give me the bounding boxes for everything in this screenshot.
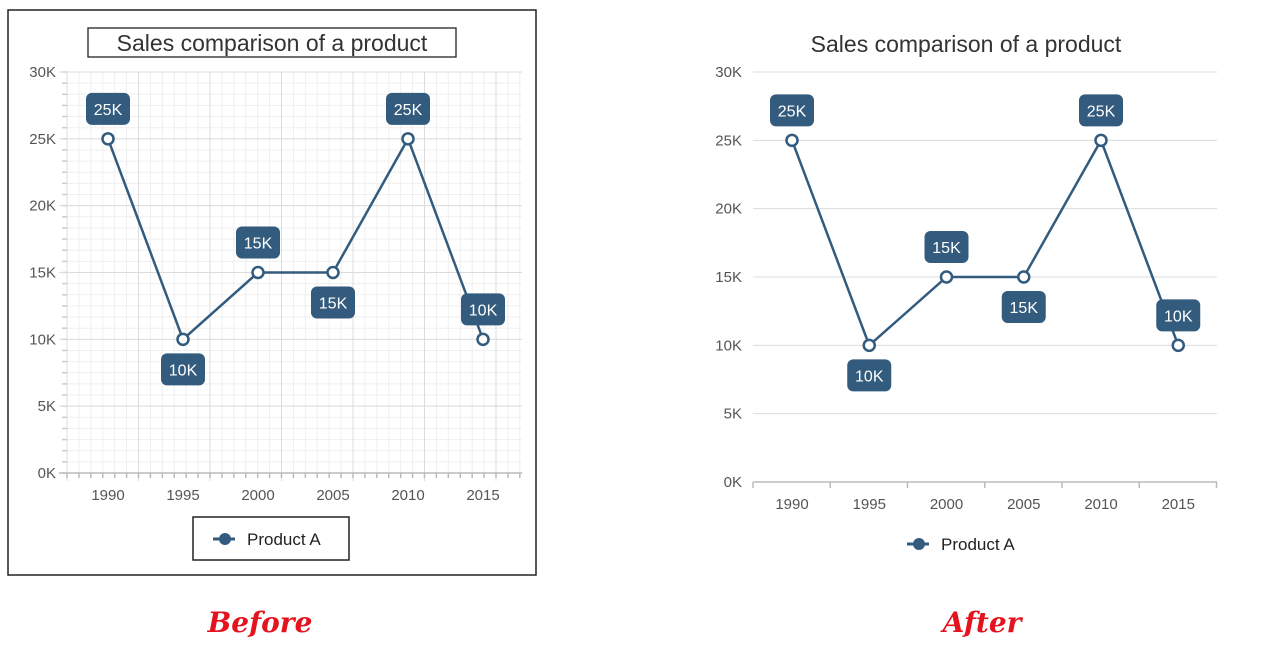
legend-marker-icon <box>913 538 925 550</box>
data-label: 15K <box>1010 300 1039 317</box>
x-tick-label: 1990 <box>775 496 808 513</box>
data-point <box>785 133 799 148</box>
data-point <box>251 265 265 280</box>
chart-title: Sales comparison of a product <box>811 31 1122 57</box>
y-tick-label: 30K <box>715 64 742 81</box>
data-point <box>939 270 954 284</box>
y-tick-label: 10K <box>715 337 742 354</box>
legend-marker-icon <box>219 533 231 545</box>
data-label-box <box>236 226 280 259</box>
data-label-box <box>770 94 814 127</box>
data-label-box <box>461 293 505 326</box>
data-label: 15K <box>244 236 273 253</box>
y-tick-label: 20K <box>29 198 56 215</box>
data-label: 15K <box>319 296 348 313</box>
data-label-box <box>1001 291 1046 323</box>
data-label: 25K <box>94 102 123 119</box>
x-tick-label: 2015 <box>1162 496 1195 513</box>
data-label: 10K <box>469 302 498 319</box>
x-tick-label: 1990 <box>91 487 124 504</box>
data-point <box>862 338 876 353</box>
data-label: 25K <box>778 103 807 120</box>
data-label-box <box>311 286 355 319</box>
x-tick-label: 2015 <box>466 487 499 504</box>
data-label-box <box>1079 94 1123 127</box>
legend-label: Product A <box>247 530 321 549</box>
data-label: 10K <box>169 362 198 379</box>
data-label: 25K <box>394 102 423 119</box>
series-line <box>790 137 1180 348</box>
data-point <box>1171 338 1185 353</box>
y-tick-label: 15K <box>715 269 742 286</box>
data-label-box <box>924 231 969 263</box>
series-line <box>106 135 485 342</box>
y-tick-label: 15K <box>29 265 56 282</box>
title-border <box>87 27 457 58</box>
y-tick-label: 0K <box>724 474 742 491</box>
y-tick-label: 20K <box>715 201 742 218</box>
y-tick-label: 5K <box>38 398 56 415</box>
chart-title: Sales comparison of a product <box>117 30 428 56</box>
y-tick-label: 10K <box>29 331 56 348</box>
x-tick-label: 1995 <box>853 496 886 513</box>
y-tick-label: 25K <box>715 132 742 149</box>
x-tick-label: 2000 <box>930 496 963 513</box>
after-chart: Sales comparison of a product 0K 5K 10K 15K 2… <box>715 31 1218 554</box>
before-caption: Before <box>207 606 313 639</box>
y-tick-label: 25K <box>29 131 56 148</box>
y-tick-label: 5K <box>724 406 742 423</box>
data-point <box>1017 270 1031 284</box>
data-point <box>476 332 490 347</box>
x-tick-label: 2010 <box>1084 496 1117 513</box>
data-point <box>1094 133 1108 148</box>
data-label-box <box>847 359 892 392</box>
x-tick-label: 2010 <box>391 487 424 504</box>
y-tick-label: 0K <box>38 465 56 482</box>
after-caption: After <box>942 606 1022 639</box>
data-point <box>326 265 340 280</box>
x-tick-label: 2000 <box>241 487 274 504</box>
y-tick-label: 30K <box>29 64 56 81</box>
data-label-box <box>386 92 430 125</box>
data-label: 10K <box>855 368 884 385</box>
data-label-box <box>161 353 205 386</box>
data-label: 10K <box>1164 308 1193 325</box>
data-label-box <box>86 92 130 125</box>
before-chart: Sales comparison of a product 0K 5K 10K 15K 2… <box>7 9 537 576</box>
data-label: 15K <box>932 240 961 257</box>
data-point <box>176 332 190 347</box>
data-point <box>101 132 115 146</box>
x-tick-label: 2005 <box>316 487 349 504</box>
legend-label: Product A <box>941 535 1015 554</box>
data-label: 25K <box>1087 103 1116 120</box>
data-point <box>401 132 415 146</box>
x-tick-label: 2005 <box>1007 496 1040 513</box>
x-tick-label: 1995 <box>166 487 199 504</box>
data-label-box <box>1156 299 1201 332</box>
